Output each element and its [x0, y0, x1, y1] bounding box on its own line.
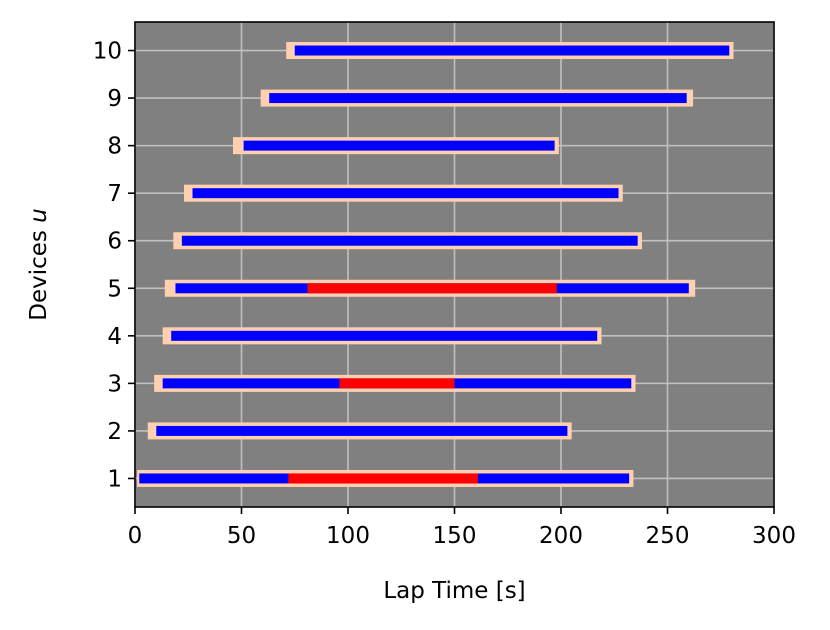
device-1-bar-group: [137, 469, 634, 487]
device-3-bar-group: [154, 374, 636, 392]
y-tick-label: 10: [93, 39, 122, 65]
y-tick-label: 3: [107, 371, 122, 397]
x-tick-label: 250: [646, 523, 690, 549]
device-8-bar-group: [232, 137, 559, 155]
device-5-bar-group: [164, 279, 696, 297]
x-tick-label: 150: [433, 523, 477, 549]
y-tick-label: 7: [107, 181, 122, 207]
device-2-active-bar: [156, 425, 568, 436]
x-axis-ticks: 0 50 100 150 200 250 300: [128, 507, 796, 549]
device-8-active-bar: [243, 140, 555, 151]
y-axis-label-text: Devices: [26, 223, 52, 321]
device-7-bar-group: [183, 184, 623, 202]
x-tick-label: 50: [227, 523, 256, 549]
y-tick-label: 4: [107, 324, 122, 350]
y-tick-label: 8: [107, 134, 122, 160]
y-axis-ticks: 1 2 3 4 5 6 7 8 9 10: [93, 39, 135, 492]
device-9-bar-group: [260, 89, 694, 107]
device-10-active-bar: [294, 45, 730, 56]
y-tick-label: 6: [107, 229, 122, 255]
x-axis-label: Lap Time [s]: [383, 578, 525, 604]
y-tick-label: 2: [107, 419, 122, 445]
y-axis-label: Devices u: [26, 208, 52, 321]
device-9-active-bar: [269, 93, 687, 104]
device-2-bar-group: [147, 422, 572, 440]
device-6-bar-group: [173, 232, 642, 250]
device-7-active-bar: [192, 188, 619, 199]
x-tick-label: 200: [539, 523, 583, 549]
device-3-interrupted-segment: [339, 378, 455, 389]
x-tick-label: 100: [326, 523, 370, 549]
device-4-active-bar: [171, 330, 598, 341]
device-10-bar-group: [286, 42, 734, 60]
y-axis-label-variable: u: [26, 208, 52, 223]
device-1-interrupted-segment: [288, 473, 478, 484]
device-4-bar-group: [162, 327, 602, 345]
y-tick-label: 5: [107, 276, 122, 302]
y-tick-label: 1: [107, 466, 122, 492]
device-6-active-bar: [181, 235, 638, 246]
device-5-interrupted-segment: [307, 283, 557, 294]
x-tick-label: 300: [752, 523, 796, 549]
device-bars: [137, 42, 734, 487]
x-tick-label: 0: [128, 523, 143, 549]
y-tick-label: 9: [107, 86, 122, 112]
